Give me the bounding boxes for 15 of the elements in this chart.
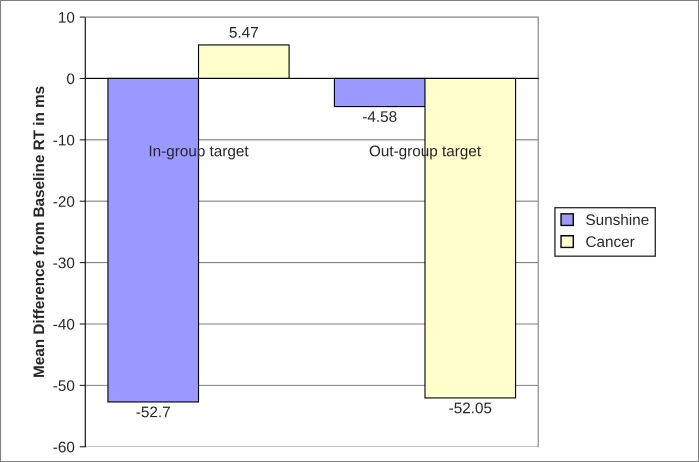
legend-label: Sunshine [586,214,649,226]
y-tick-label: -60 [53,442,74,452]
y-tick-label: 0 [66,73,74,84]
y-tick-label: -50 [53,380,74,392]
y-tick-label: -30 [53,257,74,268]
y-tick-label: -40 [53,318,74,330]
legend-label: Cancer [586,236,634,248]
data-label: -4.58 [362,111,396,122]
y-tick-label: -20 [53,196,74,207]
data-label: -52.05 [449,402,492,414]
data-label: -52.7 [136,406,170,418]
data-label: 5.47 [230,27,258,38]
y-axis-title: Mean Difference from Baseline RT in ms [32,86,44,377]
y-tick-label: 10 [59,12,74,23]
y-tick-label: -10 [53,134,74,146]
